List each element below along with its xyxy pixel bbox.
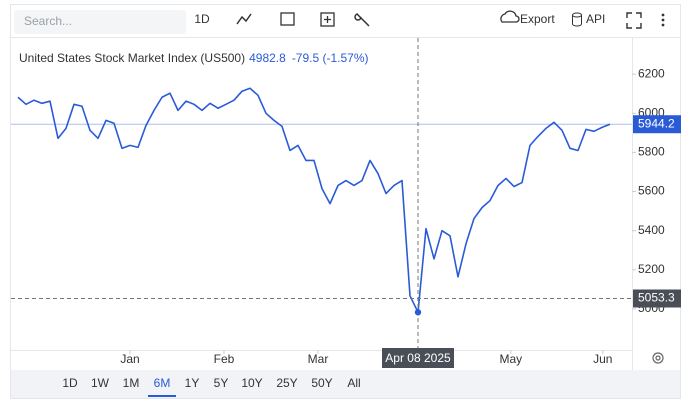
crosshair-x-label: Apr 08 2025 [385, 351, 451, 365]
tools-icon[interactable] [354, 13, 370, 27]
range-button[interactable]: 5Y [214, 376, 229, 390]
api-button[interactable]: API [586, 12, 605, 26]
header-change: -79.5 (-1.57%) [292, 51, 369, 65]
range-button[interactable]: 1D [62, 376, 78, 390]
last-value-box [633, 115, 681, 134]
header-value: 4982.8 [249, 51, 286, 65]
compare-icon[interactable] [320, 12, 335, 27]
compare-plus [324, 16, 331, 23]
settings-icon[interactable] [652, 352, 664, 364]
x-tick-label: Jun [593, 352, 612, 366]
range-button[interactable]: 1M [123, 376, 140, 390]
x-tick-label: Jan [120, 352, 139, 366]
range-button[interactable]: 6M [154, 376, 171, 390]
y-tick-label: 5800 [638, 145, 665, 159]
export-icon[interactable] [500, 10, 520, 23]
range-button[interactable]: 1Y [185, 376, 200, 390]
crosshair-y-box [633, 289, 681, 308]
range-button[interactable]: 10Y [241, 376, 262, 390]
range-bar [11, 370, 680, 398]
y-tick-label: 5600 [638, 184, 665, 198]
range-button[interactable]: 1W [91, 376, 110, 390]
interval-button[interactable]: 1D [194, 12, 210, 26]
widget-frame [10, 4, 681, 399]
fullscreen-icon[interactable] [626, 12, 642, 29]
range-button[interactable]: 25Y [276, 376, 297, 390]
crosshair-x-box [382, 348, 454, 368]
price-line [17, 87, 611, 314]
last-value-label: 5944.2 [638, 116, 675, 130]
y-tick-label: 6200 [638, 66, 665, 80]
y-tick-label: 5400 [638, 223, 665, 237]
search-placeholder[interactable]: Search... [24, 14, 72, 28]
range-button[interactable]: All [347, 376, 360, 390]
range-button[interactable]: 50Y [311, 376, 332, 390]
search-box[interactable] [14, 10, 186, 34]
calendar-icon[interactable] [280, 12, 295, 26]
export-button[interactable]: Export [520, 12, 555, 26]
x-tick-label: Feb [214, 352, 235, 366]
x-tick-label: Mar [308, 352, 329, 366]
menu-icon[interactable] [661, 13, 665, 27]
crosshair-y-label: 5053.3 [638, 291, 675, 305]
api-icon-body [572, 15, 582, 27]
crosshair-point [414, 309, 422, 316]
chart-type-icon[interactable] [236, 13, 252, 25]
y-tick-label: 5200 [638, 262, 665, 276]
chart-title: United States Stock Market Index (US500) [19, 51, 245, 65]
x-tick-label: May [499, 352, 522, 366]
